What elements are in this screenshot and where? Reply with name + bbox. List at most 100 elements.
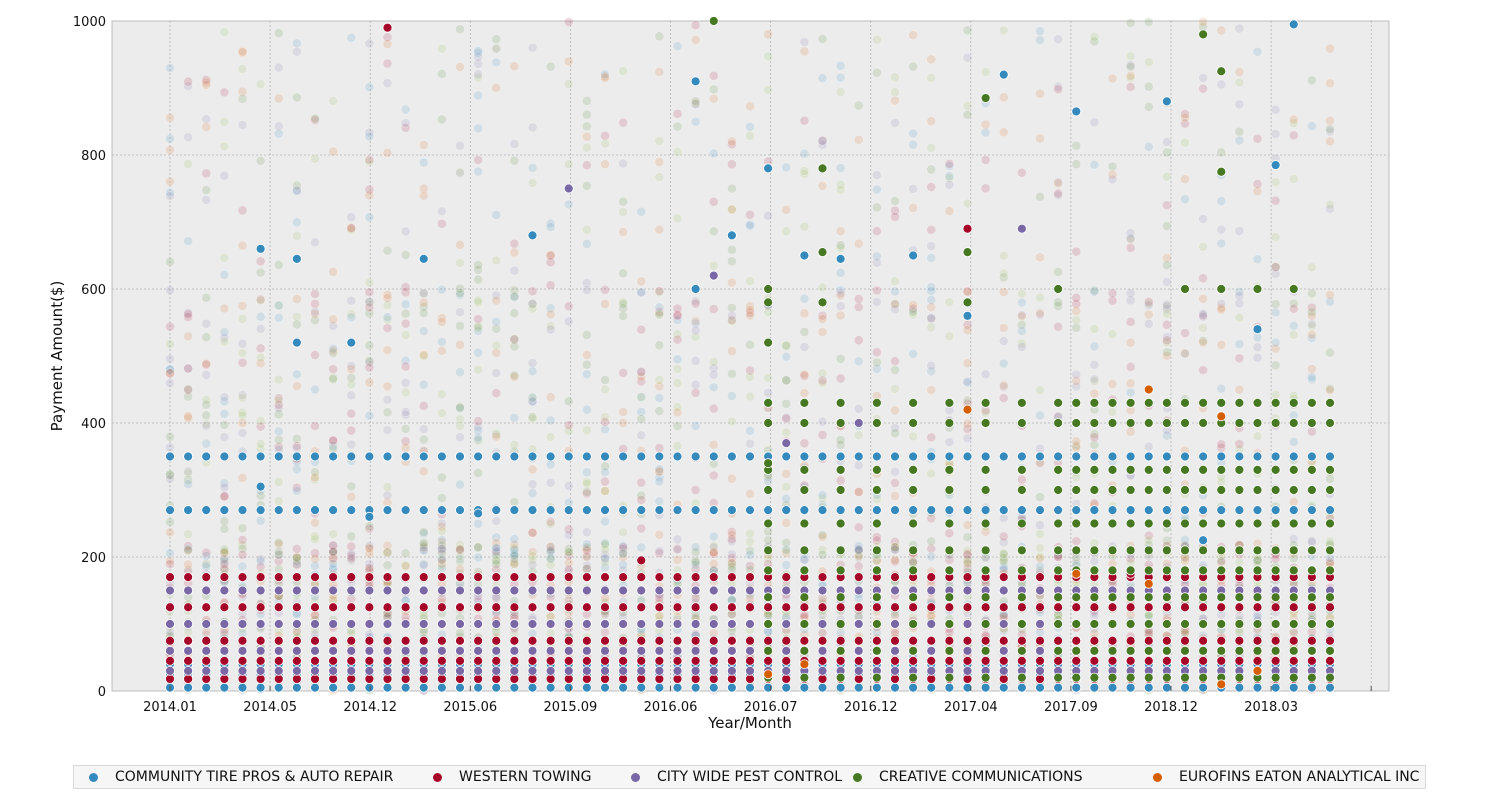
faint-point [455, 432, 465, 443]
faint-point [1125, 61, 1136, 72]
faint-point [310, 350, 320, 360]
faint-point [654, 308, 665, 319]
series-0-point [346, 505, 357, 516]
faint-point [1252, 342, 1263, 353]
faint-point [654, 375, 665, 385]
faint-point [491, 317, 502, 327]
series-1-point [1035, 635, 1045, 646]
faint-point [1035, 561, 1045, 572]
faint-point [708, 357, 719, 367]
series-0-point [763, 682, 774, 693]
series-3-point [763, 619, 774, 629]
series-3-point [980, 565, 991, 576]
faint-point [618, 527, 628, 538]
series-1-point [926, 655, 937, 666]
series-1-point [400, 655, 411, 666]
faint-point [636, 495, 647, 505]
series-2-point [618, 645, 629, 656]
series-0-point [763, 505, 774, 516]
faint-point [183, 529, 193, 539]
series-3-point [1053, 518, 1064, 529]
faint-point [437, 540, 447, 551]
faint-point [654, 67, 665, 77]
series-0-point [1071, 682, 1082, 693]
series-3-point [708, 16, 719, 26]
faint-point [201, 332, 212, 343]
series-0-point [1270, 160, 1281, 170]
faint-point [1125, 18, 1136, 28]
faint-point [727, 527, 737, 537]
series-2-point [654, 645, 665, 656]
series-3-point [1089, 645, 1100, 656]
faint-point [473, 543, 483, 553]
faint-point [817, 550, 828, 560]
faint-point [781, 375, 792, 386]
faint-point [799, 388, 810, 398]
faint-point [201, 370, 212, 380]
series-1-point [310, 602, 320, 613]
series-2-point [998, 645, 1009, 656]
series-3-point [1161, 565, 1172, 576]
faint-point [908, 307, 918, 317]
legend-label: WESTERN TOWING [459, 769, 592, 785]
series-3-point [799, 518, 810, 529]
series-3-point [1288, 284, 1299, 294]
faint-point [346, 439, 357, 450]
faint-point [600, 285, 610, 295]
faint-point [400, 436, 411, 447]
faint-point [636, 367, 647, 378]
faint-point [618, 303, 628, 314]
faint-point [509, 139, 520, 149]
faint-point [382, 490, 393, 501]
faint-point [600, 417, 610, 427]
faint-point [835, 354, 846, 364]
faint-point [926, 313, 937, 323]
series-3-point [1234, 565, 1245, 576]
faint-point [618, 544, 628, 554]
faint-point [491, 429, 502, 439]
faint-point [527, 555, 538, 566]
faint-point [600, 467, 610, 478]
faint-point [346, 425, 357, 436]
faint-point [690, 379, 701, 390]
faint-point [328, 540, 338, 551]
series-2-point [853, 418, 864, 428]
faint-point [799, 555, 810, 565]
faint-point [545, 542, 556, 552]
series-1-point [1143, 655, 1154, 666]
series-3-point [817, 247, 828, 258]
faint-point [255, 324, 266, 334]
series-1-point [255, 635, 266, 646]
faint-point [1125, 82, 1136, 92]
faint-point [853, 302, 864, 312]
faint-point [654, 476, 665, 487]
series-3-point [1161, 485, 1172, 495]
series-1-point [890, 572, 900, 582]
series-1-point [291, 655, 302, 666]
series-0-point [1198, 682, 1209, 693]
series-1-point [708, 602, 719, 613]
series-3-point [1325, 397, 1335, 408]
series-1-point [708, 655, 719, 666]
series-1-point [618, 602, 629, 613]
series-3-point [1180, 518, 1190, 529]
series-3-point [1288, 619, 1299, 629]
faint-point [1107, 73, 1118, 84]
series-1-point [1198, 602, 1209, 613]
series-1-point [926, 572, 937, 582]
series-2-point [165, 645, 175, 656]
faint-point [545, 541, 556, 552]
faint-point [944, 437, 955, 447]
faint-point [1180, 194, 1190, 205]
faint-point [437, 346, 447, 356]
series-1-point [473, 572, 484, 582]
series-0-point [1089, 505, 1100, 516]
series-0-point [672, 505, 683, 516]
series-1-point [654, 635, 665, 646]
faint-point [1234, 77, 1245, 88]
faint-point [654, 406, 665, 416]
faint-point [473, 48, 483, 58]
faint-point [292, 381, 302, 391]
faint-point [473, 435, 483, 445]
faint-point [1162, 200, 1172, 211]
